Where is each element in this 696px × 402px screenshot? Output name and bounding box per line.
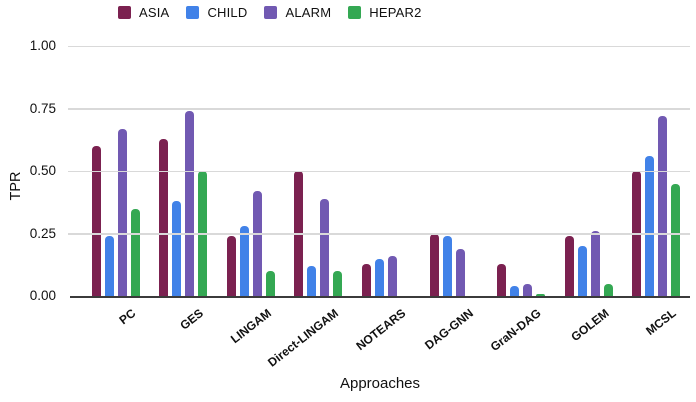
bar-gran-dag-child xyxy=(510,286,520,296)
legend-swatch-hepar2 xyxy=(348,6,362,19)
bar-dag-gnn-asia xyxy=(429,233,439,296)
bar-lingam-asia xyxy=(226,236,236,296)
y-tick-label-1.00: 1.00 xyxy=(29,38,56,53)
y-tick-label-0.00: 0.00 xyxy=(29,288,56,303)
bar-golem-alarm xyxy=(590,231,600,296)
bar-ges-alarm xyxy=(185,111,195,296)
x-tick-label-golem: GOLEM xyxy=(568,306,612,345)
legend-item-hepar2: HEPAR2 xyxy=(348,5,421,20)
legend-swatch-asia xyxy=(118,6,131,19)
legend-item-asia: ASIA xyxy=(118,5,169,20)
legend-label-child: CHILD xyxy=(207,5,248,20)
bar-notears-child xyxy=(375,258,385,296)
bar-pc-alarm xyxy=(117,128,127,296)
bar-pc-hepar2 xyxy=(130,208,140,296)
legend-item-child: CHILD xyxy=(186,5,247,20)
bar-group-lingam: LINGAM xyxy=(217,46,285,346)
bar-lingam-alarm xyxy=(252,191,262,296)
bar-lingam-child xyxy=(239,226,249,296)
bar-dag-gnn-child xyxy=(442,236,452,296)
gridline-0.50 xyxy=(68,170,690,172)
legend-label-hepar2: HEPAR2 xyxy=(369,5,422,20)
legend-label-asia: ASIA xyxy=(139,5,170,20)
legend-swatch-alarm xyxy=(264,6,278,19)
bar-direct-lingam-hepar2 xyxy=(333,271,343,296)
bar-pc-asia xyxy=(91,146,101,296)
y-tick-label-0.25: 0.25 xyxy=(29,225,56,241)
bar-group-dag-gnn: DAG-GNN xyxy=(420,46,488,352)
bar-golem-child xyxy=(577,246,587,296)
bar-lingam-hepar2 xyxy=(265,271,275,296)
gridline-0.25 xyxy=(68,233,690,235)
bar-group-notears: NOTEARS xyxy=(352,46,420,353)
y-axis-title: TPR xyxy=(8,171,24,201)
y-axis: 0.00 0.25 0.50 0.75 1.00 xyxy=(0,38,62,303)
bar-mcsl-hepar2 xyxy=(671,183,681,296)
x-tick-label-mcsl: MCSL xyxy=(643,306,679,338)
gridline-0.75 xyxy=(68,108,690,110)
bar-golem-asia xyxy=(564,236,574,296)
y-tick-label-0.50: 0.50 xyxy=(29,163,56,178)
x-tick-label-gran-dag: GraN-DAG xyxy=(487,306,544,354)
x-tick-label-lingam: LINGAM xyxy=(227,306,274,347)
bar-gran-dag-asia xyxy=(497,263,507,296)
bar-group-gran-dag: GraN-DAG xyxy=(487,46,555,354)
x-tick-label-dag-gnn: DAG-GNN xyxy=(422,306,477,353)
bar-group-golem: GOLEM xyxy=(555,46,623,344)
bar-direct-lingam-alarm xyxy=(320,198,330,296)
x-tick-label-direct-lingam: Direct-LINGAM xyxy=(265,306,342,370)
bar-mcsl-child xyxy=(645,156,655,296)
legend-item-alarm: ALARM xyxy=(264,5,331,20)
x-tick-label-pc: PC xyxy=(116,306,139,328)
bar-gran-dag-hepar2 xyxy=(536,293,546,296)
legend-label-alarm: ALARM xyxy=(285,5,332,20)
bar-ges-child xyxy=(172,201,182,296)
x-tick-label-ges: GES xyxy=(177,306,206,333)
bar-mcsl-alarm xyxy=(658,116,668,296)
x-tick-label-notears: NOTEARS xyxy=(353,306,409,354)
x-axis-title: Approaches xyxy=(339,375,421,392)
legend-swatch-child xyxy=(186,6,200,19)
chart-legend: ASIA CHILD ALARM HEPAR2 xyxy=(118,5,422,20)
bar-pc-child xyxy=(104,236,114,296)
bar-gran-dag-alarm xyxy=(523,283,533,296)
bar-ges-asia xyxy=(159,138,169,296)
gridline-1.00 xyxy=(68,45,690,47)
bar-dag-gnn-alarm xyxy=(455,248,465,296)
y-tick-label-0.75: 0.75 xyxy=(29,100,56,116)
bar-golem-hepar2 xyxy=(603,283,613,296)
bar-notears-asia xyxy=(362,263,372,296)
bar-notears-alarm xyxy=(388,256,398,296)
plot-area: PC GES LINGAM Direct-LINGAM NOTEARS DAG-GNN Gr… xyxy=(68,45,690,370)
bar-group-pc: PC xyxy=(82,46,150,327)
bar-direct-lingam-child xyxy=(307,266,317,296)
